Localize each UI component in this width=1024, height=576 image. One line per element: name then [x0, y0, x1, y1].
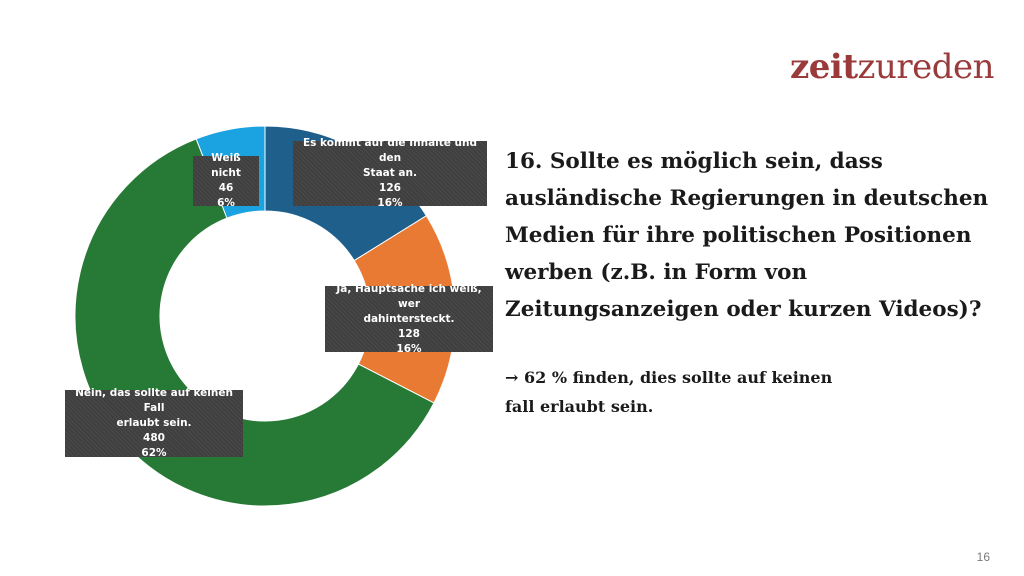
callout-percent: 62% — [141, 447, 167, 459]
callout-label-line: erlaubt sein. — [116, 417, 192, 429]
callout-weiss-nicht: Weiß nicht 46 6% — [193, 152, 259, 209]
finding-line: fall erlaubt sein. — [505, 397, 654, 416]
page-number: 16 — [976, 550, 990, 564]
brand-logo: zeitzureden — [789, 47, 995, 87]
callout-label-line: Staat an. — [363, 167, 417, 179]
callout-count: 128 — [398, 327, 420, 340]
question-title: 16. Sollte es möglich sein, dass ausländ… — [505, 143, 1005, 328]
callout-percent: 16% — [396, 342, 422, 355]
callout-count: 46 — [218, 182, 234, 194]
logo-part-zureden: zureden — [857, 47, 995, 87]
callout-count: 480 — [143, 432, 165, 444]
logo-part-zeit: zeit — [789, 47, 858, 87]
callout-inhalte-staat: Es kommt auf die Inhalte und den Staat a… — [293, 137, 487, 209]
key-finding: → 62 % finden, dies sollte auf keinen fa… — [505, 363, 905, 421]
callout-percent: 16% — [377, 197, 403, 209]
finding-line: → 62 % finden, dies sollte auf keinen — [505, 368, 833, 387]
callout-label-line: dahintersteckt. — [363, 312, 455, 325]
question-line: Zeitungsanzeigen oder kurzen Videos)? — [505, 297, 982, 322]
callout-label-line: Nein, das sollte auf keinen Fall — [75, 387, 233, 414]
callout-nein: Nein, das sollte auf keinen Fall erlaubt… — [65, 387, 243, 459]
callout-count: 126 — [379, 182, 401, 194]
question-line: ausländische Regierungen in deutschen — [505, 186, 989, 211]
question-line: 16. Sollte es möglich sein, dass — [505, 149, 883, 174]
callout-percent: 6% — [217, 197, 235, 209]
question-line: werben (z.B. in Form von — [505, 260, 808, 285]
question-line: Medien für ihre politischen Positionen — [505, 223, 972, 248]
callout-label-line: Weiß nicht — [211, 152, 241, 179]
callout-label-line: Es kommt auf die Inhalte und den — [302, 137, 478, 164]
callout-label-line: Ja, Hauptsache ich weiß, wer — [336, 282, 482, 310]
callout-ja-hauptsache: Ja, Hauptsache ich weiß, wer dahinterste… — [325, 283, 493, 355]
